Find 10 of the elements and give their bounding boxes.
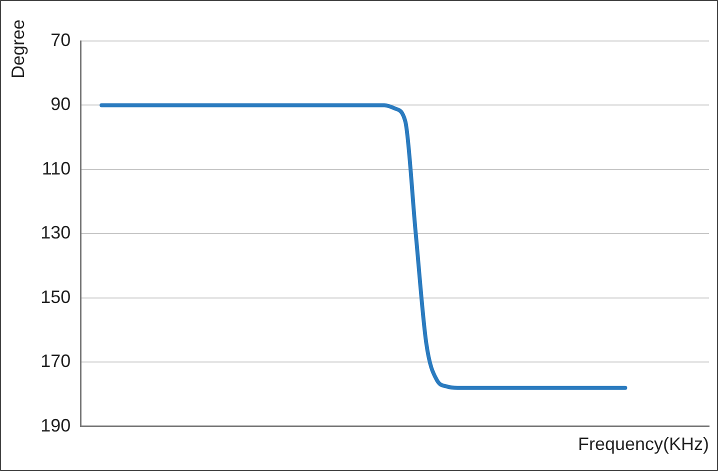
y-axis-title: Degree bbox=[8, 19, 28, 79]
line-series bbox=[100, 103, 628, 390]
y-tick-label: 130 bbox=[40, 222, 71, 243]
y-tick-label: 70 bbox=[50, 30, 71, 50]
x-axis-title: Frequency(KHz) bbox=[578, 434, 709, 454]
y-tick-label: 90 bbox=[50, 94, 71, 114]
y-tick-label: 190 bbox=[40, 415, 71, 436]
y-tick-label: 110 bbox=[42, 158, 71, 178]
y-tick-label: 170 bbox=[40, 351, 71, 372]
y-tick-label: 150 bbox=[40, 286, 71, 307]
